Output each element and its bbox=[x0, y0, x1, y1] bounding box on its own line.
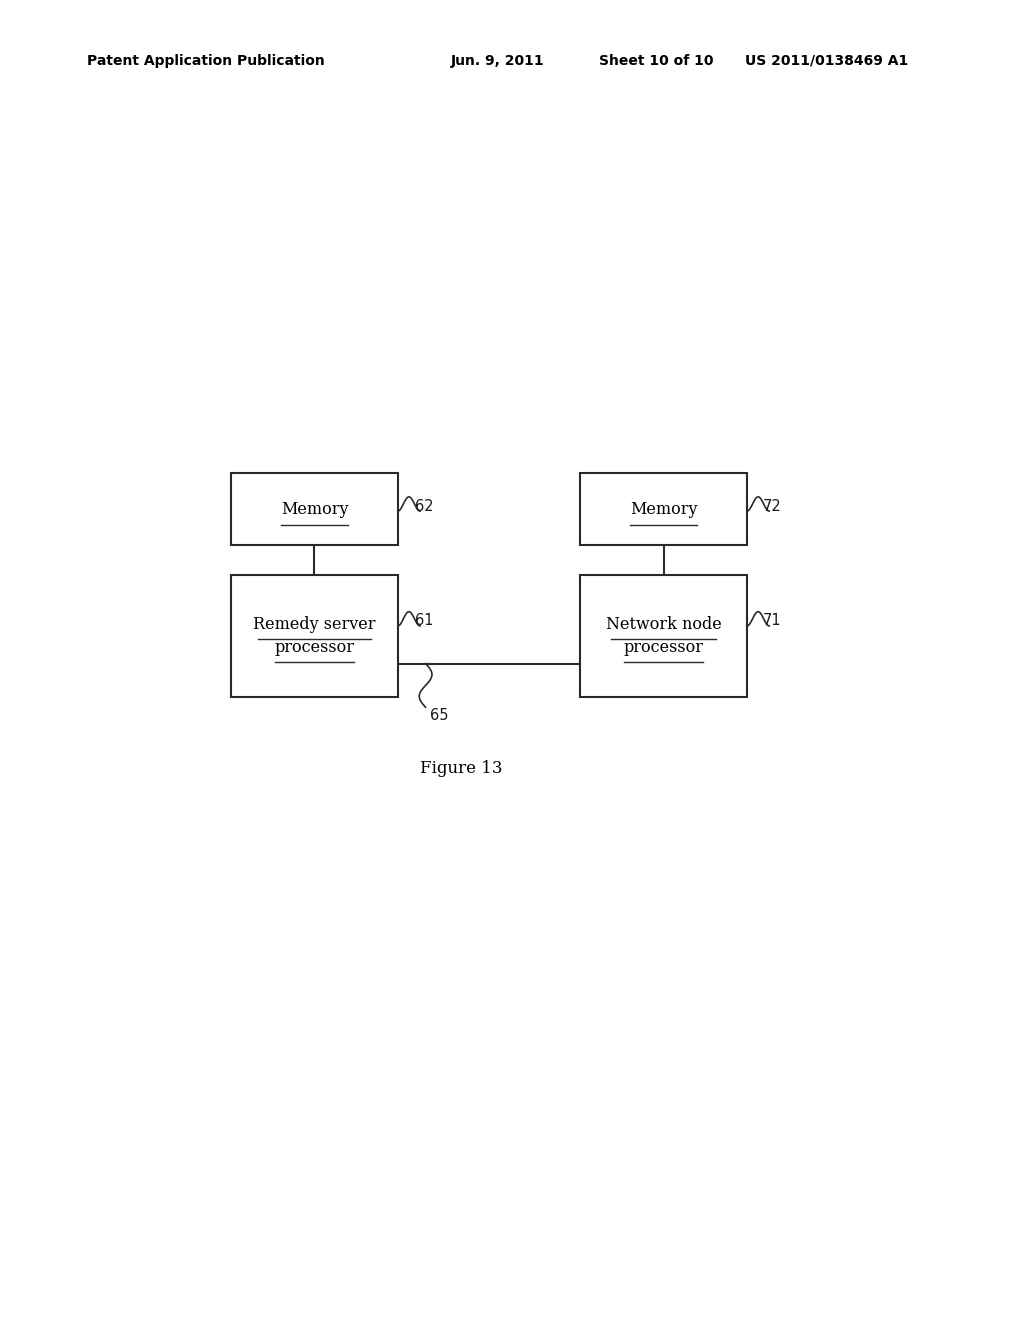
Bar bbox=[231, 474, 397, 545]
Text: US 2011/0138469 A1: US 2011/0138469 A1 bbox=[745, 54, 908, 67]
Text: 61: 61 bbox=[416, 614, 434, 628]
Text: Sheet 10 of 10: Sheet 10 of 10 bbox=[599, 54, 714, 67]
Text: processor: processor bbox=[274, 639, 354, 656]
Text: Figure 13: Figure 13 bbox=[420, 760, 503, 776]
Text: Memory: Memory bbox=[630, 500, 697, 517]
Text: 72: 72 bbox=[763, 499, 781, 513]
Bar bbox=[581, 474, 746, 545]
Text: Jun. 9, 2011: Jun. 9, 2011 bbox=[451, 54, 544, 67]
Text: Patent Application Publication: Patent Application Publication bbox=[87, 54, 325, 67]
Text: Memory: Memory bbox=[281, 500, 348, 517]
Text: Remedy server: Remedy server bbox=[253, 616, 376, 634]
Text: Network node: Network node bbox=[606, 616, 722, 634]
Text: processor: processor bbox=[624, 639, 703, 656]
Bar bbox=[581, 576, 746, 697]
Text: 62: 62 bbox=[416, 499, 434, 513]
Bar bbox=[231, 576, 397, 697]
Text: 71: 71 bbox=[763, 614, 781, 628]
Text: 65: 65 bbox=[430, 708, 449, 723]
